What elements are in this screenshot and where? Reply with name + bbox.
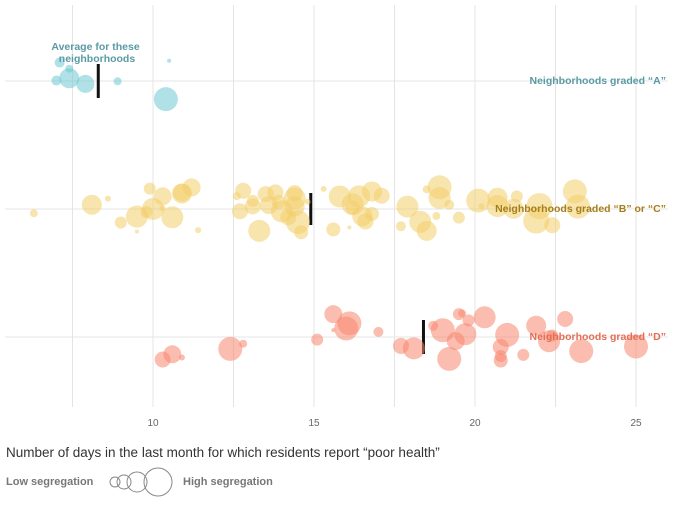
average-annotation-line-2: neighborhoods [59,53,136,65]
data-point [153,87,178,112]
data-point [161,206,184,229]
data-point [51,75,62,86]
data-point [326,222,341,237]
data-point [523,207,550,234]
legend-high-label: High segregation [183,476,273,488]
data-point [320,185,327,192]
data-point [487,187,508,208]
data-point [114,216,127,229]
group-label: Neighborhoods graded “A” [530,75,667,87]
data-point [454,323,477,346]
data-point [246,194,259,207]
legend-circle-2 [116,474,132,490]
data-point [373,187,390,204]
group-label: Neighborhoods graded “B” or “C” [495,203,666,215]
data-point [510,190,523,203]
data-point [373,326,384,337]
data-point [153,187,172,206]
data-point [337,311,362,336]
legend-circle-4 [143,467,173,497]
data-point [402,337,425,360]
x-tick-label: 15 [308,418,320,429]
x-tick-label: 25 [630,418,642,429]
segregation-legend: Low segregation High segregation [6,467,273,497]
data-point [286,185,303,202]
data-point [76,74,95,93]
data-point [347,225,352,230]
data-point [432,212,441,221]
data-point [473,306,496,329]
data-point [569,339,594,364]
data-point [113,77,122,86]
data-point [304,198,311,205]
data-point [466,188,491,213]
data-point [452,211,465,224]
data-point [218,336,243,361]
data-point [143,182,156,195]
data-point [81,194,102,215]
data-point [428,186,451,209]
data-point [526,315,547,336]
data-point [331,328,336,333]
data-point [239,339,248,348]
data-point [54,57,65,68]
data-point [248,219,271,242]
x-axis-ticks: 10 15 20 25 [147,418,642,429]
data-point [624,334,648,359]
data-point [557,311,574,328]
group-label: Neighborhoods graded “D” [530,331,667,343]
data-point [134,229,139,234]
data-point [285,210,310,235]
data-point [271,194,286,209]
legend-circle-1 [109,476,121,488]
data-points [29,57,648,371]
data-point [396,195,419,218]
data-point [231,203,248,220]
data-point [159,205,166,212]
data-point [195,227,202,234]
data-point [324,305,343,324]
data-point [492,338,509,355]
data-point [59,68,80,89]
average-annotation-line-1: Average for these [51,41,139,53]
data-point [311,333,324,346]
data-point [167,58,172,63]
data-point [104,195,111,202]
data-point [163,345,182,364]
data-point [562,179,587,204]
legend-low-label: Low segregation [6,476,94,488]
data-point [395,221,406,232]
legend-circle-3 [126,471,148,493]
x-axis-title: Number of days in the last month for whi… [6,445,440,460]
x-tick-label: 20 [469,418,481,429]
data-point [503,198,524,219]
data-point [409,210,432,233]
data-point [232,192,241,201]
x-tick-label: 10 [147,418,159,429]
data-point [182,178,201,197]
data-point [517,348,530,361]
data-point [29,209,38,218]
data-point [352,206,373,227]
group-labels: Neighborhoods graded “A” Neighborhoods gr… [495,75,666,343]
data-point [462,314,475,327]
data-point [452,308,465,321]
average-annotation: Average for these neighborhoods [51,41,142,65]
data-point [140,205,153,218]
data-point [437,346,462,371]
data-point [546,329,559,342]
data-point [478,203,485,210]
